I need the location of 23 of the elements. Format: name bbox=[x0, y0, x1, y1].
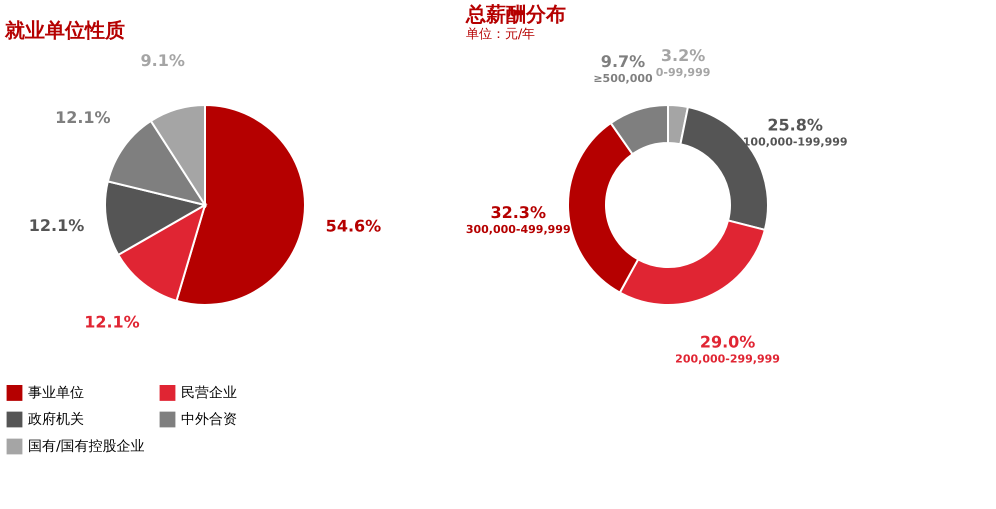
data-label: 9.1% bbox=[140, 51, 185, 70]
slice-label: 100,000-199,999 bbox=[742, 135, 848, 148]
legend-label: 民营企业 bbox=[181, 384, 237, 401]
data-label: 25.8% bbox=[767, 115, 823, 134]
data-label: 54.6% bbox=[326, 216, 382, 236]
data-label: 3.2% bbox=[660, 46, 706, 65]
legend-label: 政府机关 bbox=[28, 412, 84, 428]
data-label: 9.7% bbox=[600, 52, 646, 71]
chart-subtitle: 单位：元/年 bbox=[466, 27, 536, 42]
legend-label: 国有/国有控股企业 bbox=[28, 438, 145, 454]
slice-label: ≥500,000 bbox=[593, 72, 653, 85]
data-label: 12.1% bbox=[84, 312, 140, 332]
chart-title: 总薪酬分布 bbox=[464, 2, 566, 26]
legend-label: 中外合资 bbox=[181, 412, 237, 428]
data-label: 32.3% bbox=[490, 203, 546, 222]
slice-label: 0-99,999 bbox=[656, 66, 710, 79]
slice-label: 300,000-499,999 bbox=[466, 223, 571, 236]
data-label: 29.0% bbox=[700, 332, 756, 352]
data-label: 12.1% bbox=[55, 108, 111, 127]
chart-title: 就业单位性质 bbox=[4, 18, 125, 42]
data-label: 12.1% bbox=[28, 216, 84, 236]
slice-label: 200,000-299,999 bbox=[675, 352, 780, 366]
legend-label: 事业单位 bbox=[28, 384, 84, 401]
